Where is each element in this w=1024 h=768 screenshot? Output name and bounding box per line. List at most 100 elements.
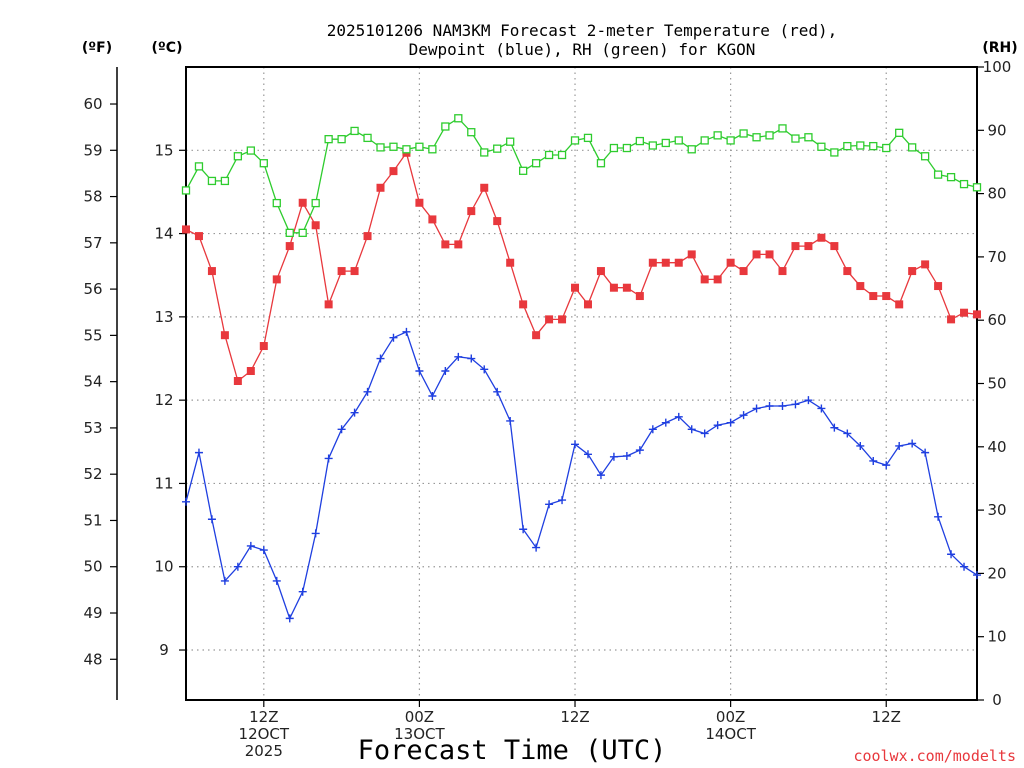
data-point-dewpoint <box>233 562 242 571</box>
data-point-temperature <box>389 167 398 176</box>
data-point-dewpoint <box>869 456 878 465</box>
data-point-dewpoint <box>376 354 385 363</box>
data-point-dewpoint <box>622 451 631 460</box>
data-point-dewpoint <box>441 367 450 376</box>
data-point-dewpoint <box>609 452 618 461</box>
data-point-dewpoint <box>389 333 398 342</box>
data-point-rh <box>544 150 554 160</box>
tick-label-f: 60 <box>83 95 102 113</box>
tick-label-f: 51 <box>83 511 102 529</box>
data-point-temperature <box>609 283 618 292</box>
data-point-dewpoint <box>337 425 346 434</box>
data-point-dewpoint <box>661 418 670 427</box>
tick-label-x: 00Z <box>405 708 434 726</box>
tick-label-f: 58 <box>83 188 102 206</box>
data-point-temperature <box>973 310 981 319</box>
data-point-dewpoint <box>947 550 956 559</box>
tick-label-x: 13OCT <box>394 725 445 743</box>
data-point-rh <box>933 170 943 179</box>
data-point-dewpoint <box>350 408 359 417</box>
data-point-dewpoint <box>791 400 800 409</box>
data-point-temperature <box>830 242 839 251</box>
data-point-dewpoint <box>194 448 203 457</box>
data-point-dewpoint <box>311 529 320 538</box>
data-point-rh <box>363 133 372 143</box>
data-point-rh <box>661 138 670 148</box>
data-point-temperature <box>506 258 515 267</box>
data-point-temperature <box>272 275 281 284</box>
data-point-rh <box>765 131 774 140</box>
data-point-dewpoint <box>428 391 437 400</box>
tick-label-c: 11 <box>154 474 173 492</box>
data-point-temperature <box>350 267 359 276</box>
data-point-rh <box>895 128 904 137</box>
data-point-rh <box>207 176 217 186</box>
data-point-dewpoint <box>324 454 333 463</box>
data-point-dewpoint <box>545 500 554 509</box>
data-point-dewpoint <box>454 352 463 361</box>
data-point-temperature <box>467 207 476 216</box>
data-point-dewpoint <box>272 576 281 585</box>
data-point-temperature <box>726 258 735 267</box>
tick-label-f: 54 <box>83 373 102 391</box>
tick-label-rh: 0 <box>992 691 1002 709</box>
data-point-dewpoint <box>571 440 580 449</box>
data-point-dewpoint <box>635 446 644 455</box>
grid-layer <box>186 67 977 700</box>
data-point-temperature <box>700 275 709 284</box>
tick-label-f: 48 <box>83 650 102 668</box>
data-point-rh <box>389 142 398 151</box>
data-point-temperature <box>545 315 554 324</box>
data-point-rh <box>441 122 450 131</box>
data-point-dewpoint <box>467 354 476 363</box>
data-point-temperature <box>934 282 943 291</box>
data-point-temperature <box>778 267 787 276</box>
data-point-dewpoint <box>285 614 294 623</box>
tick-label-f: 53 <box>83 419 102 437</box>
tick-label-rh: 70 <box>987 248 1006 266</box>
data-point-temperature <box>220 331 229 340</box>
tick-label-c: 10 <box>154 558 173 576</box>
tick-label-f: 55 <box>83 326 102 344</box>
unit-label-fahrenheit: (ºF) <box>82 40 112 56</box>
data-point-dewpoint <box>298 587 307 596</box>
data-point-dewpoint <box>882 461 891 470</box>
axes-layer <box>110 66 984 707</box>
data-point-dewpoint <box>830 423 839 432</box>
data-point-rh <box>350 126 359 136</box>
data-point-rh <box>609 143 619 153</box>
unit-label-rh: (RH) <box>982 40 1017 56</box>
data-point-dewpoint <box>519 525 528 534</box>
tick-label-x: 12Z <box>249 708 278 726</box>
data-point-rh <box>959 179 969 189</box>
data-point-temperature <box>908 267 917 276</box>
data-point-rh <box>194 162 204 171</box>
data-point-rh <box>843 141 852 151</box>
data-point-temperature <box>454 240 463 249</box>
data-point-rh <box>622 143 632 153</box>
data-point-temperature <box>337 267 346 276</box>
tick-label-rh: 10 <box>987 628 1006 646</box>
data-point-rh <box>506 137 515 146</box>
data-point-dewpoint <box>402 327 411 336</box>
data-point-temperature <box>882 292 891 301</box>
data-point-rh <box>337 135 346 144</box>
data-point-temperature <box>817 233 826 242</box>
data-point-rh <box>596 159 606 168</box>
data-point-dewpoint <box>726 418 735 427</box>
data-point-temperature <box>519 300 528 309</box>
data-point-rh <box>272 198 281 208</box>
data-point-rh <box>428 145 437 154</box>
data-point-temperature <box>363 232 372 241</box>
data-point-rh <box>830 148 839 157</box>
chart-title-line2: Dewpoint (blue), RH (green) for KGON <box>409 40 756 59</box>
data-point-rh <box>311 198 320 208</box>
data-point-rh <box>376 143 385 152</box>
series-temperature <box>182 148 981 386</box>
data-point-temperature <box>415 198 424 207</box>
tick-label-c: 15 <box>154 141 173 159</box>
series-line-dewpoint <box>185 331 978 621</box>
data-point-dewpoint <box>804 396 813 405</box>
